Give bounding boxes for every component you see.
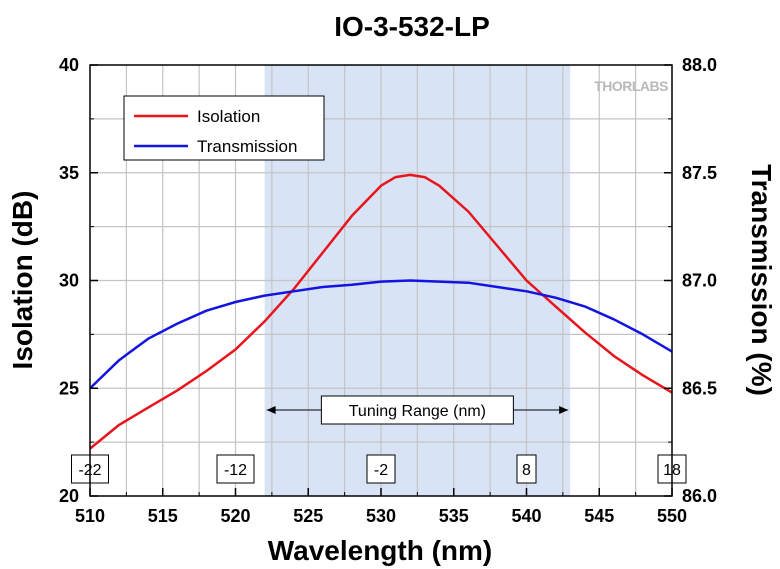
tuning-range-arrow: Tuning Range (nm) <box>266 395 569 425</box>
legend-label-transmission: Transmission <box>197 137 297 156</box>
tuning-marker-label: 8 <box>522 462 531 479</box>
y-tick-label: 40 <box>59 55 79 75</box>
tuning-marker-box <box>516 454 537 484</box>
series-line-transmission <box>89 279 673 390</box>
tuning-marker-label: -12 <box>224 462 247 479</box>
x-tick-label: 545 <box>584 506 614 526</box>
x-tick-label: 550 <box>657 506 687 526</box>
x-tick-label: 515 <box>148 506 178 526</box>
tuning-marker-box <box>216 454 255 484</box>
y2-axis-title: Transmission (%) <box>746 164 777 396</box>
x-tick-label: 535 <box>439 506 469 526</box>
y-axis-title: Isolation (dB) <box>7 191 38 370</box>
legend-box <box>123 95 325 161</box>
series-line-isolation <box>89 173 673 450</box>
x-tick-label: 520 <box>220 506 250 526</box>
tuning-label-box <box>320 395 514 425</box>
y-tick-label: 20 <box>59 486 79 506</box>
y-tick-label: 25 <box>59 378 79 398</box>
y-tick-label: 35 <box>59 163 79 183</box>
x-tick-label: 540 <box>511 506 541 526</box>
legend: Isolation Transmission <box>123 95 325 161</box>
y2-tick-label: 86.0 <box>682 486 717 506</box>
y2-tick-label: 86.5 <box>682 378 717 398</box>
y2-tick-label: 87.0 <box>682 271 717 291</box>
legend-label-isolation: Isolation <box>197 107 260 126</box>
x-axis-title: Wavelength (nm) <box>268 535 493 566</box>
chart-title: IO-3-532-LP <box>334 11 490 42</box>
series-layer <box>89 173 673 450</box>
tuning-marker-label: -2 <box>374 462 388 479</box>
x-tick-label: 525 <box>293 506 323 526</box>
tuning-arrowhead-left <box>266 406 276 414</box>
x-tick-label: 530 <box>366 506 396 526</box>
axis-ticks: 510 515 520 525 530 535 540 545 550 20 25 30 35 40 86.… <box>59 55 717 526</box>
x-tick-label: 510 <box>75 506 105 526</box>
y-tick-label: 30 <box>59 271 79 291</box>
y2-tick-label: 88.0 <box>682 55 717 75</box>
tuning-arrowhead-right <box>559 406 569 414</box>
thorlabs-logo: THORLABS <box>594 78 668 94</box>
tuning-marker-box <box>366 454 396 484</box>
y2-tick-label: 87.5 <box>682 163 717 183</box>
tuning-range-label: Tuning Range (nm) <box>349 403 486 420</box>
tuning-markers: -22 -12 -2 8 18 <box>71 454 687 484</box>
